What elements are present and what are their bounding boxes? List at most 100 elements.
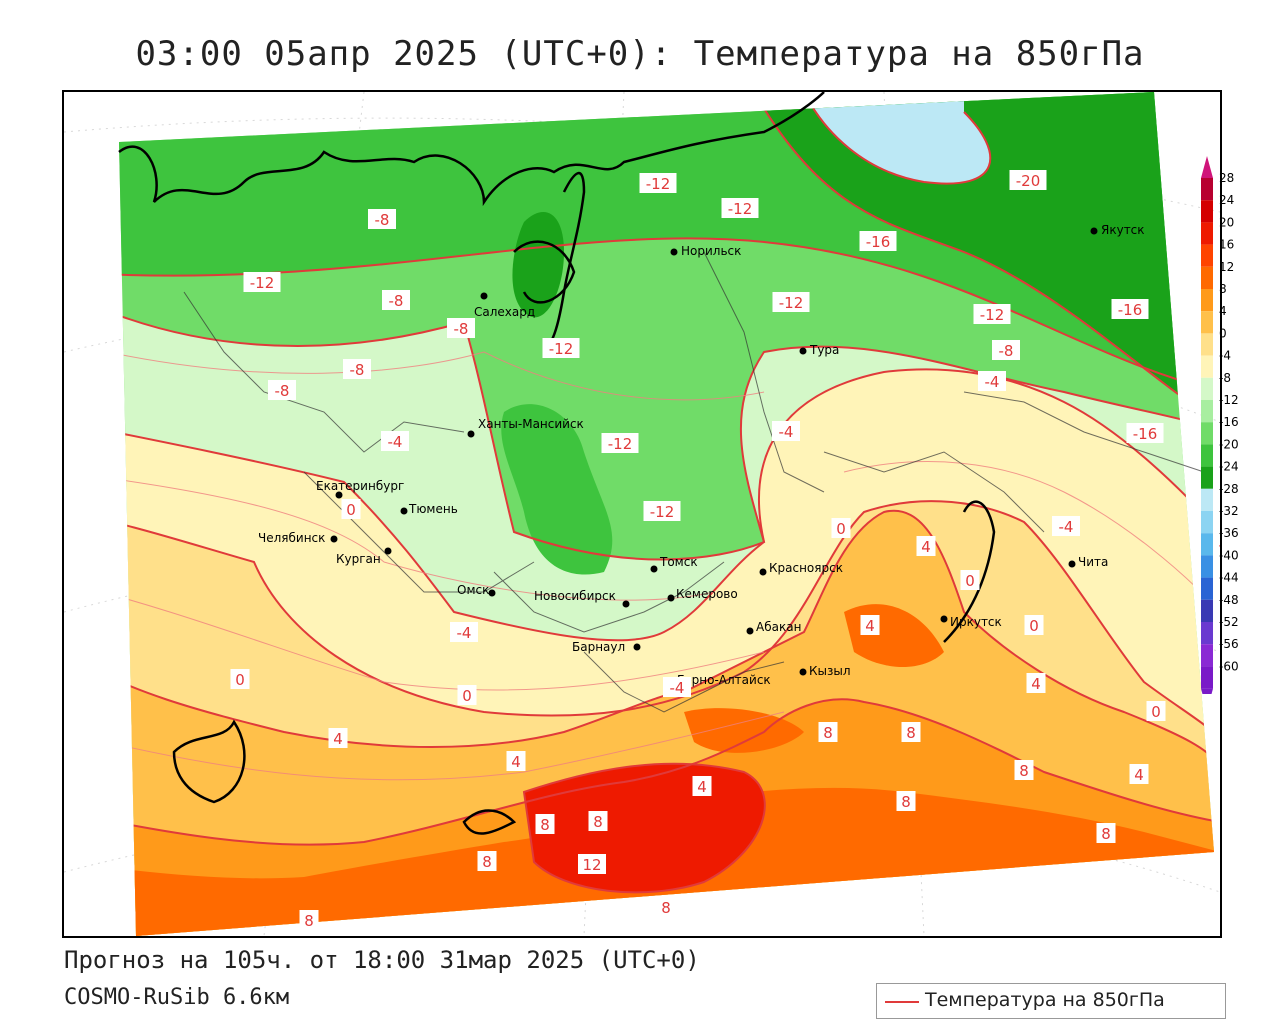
colorbar-swatch	[1201, 377, 1213, 400]
colorbar-swatch	[1201, 289, 1213, 312]
colorbar-tick-label: 16	[1219, 238, 1234, 252]
svg-text:Омск: Омск	[457, 583, 489, 597]
colorbar-swatch	[1201, 466, 1213, 489]
city-khanty-mansiysk[interactable]: Ханты-Мансийск	[467, 417, 584, 438]
isotherm-label: 4	[921, 538, 931, 556]
city-tura[interactable]: Тура	[799, 343, 840, 357]
isotherm-label-bg	[818, 722, 838, 742]
colorbar-swatch	[1201, 622, 1213, 645]
city-markers: Норильск Якутск Салехард Тура Ханты-Манс…	[258, 223, 1145, 688]
isotherm-label: -4	[388, 433, 403, 451]
city-tyumen[interactable]: Тюмень	[400, 502, 458, 516]
isotherm-label: -20	[1016, 172, 1041, 190]
city-krasnoyarsk[interactable]: Красноярск	[759, 561, 843, 576]
isotherm-label-bg	[328, 728, 348, 748]
colorbar-tick-label: -20	[1219, 437, 1239, 451]
isotherm-label-bg	[772, 421, 800, 441]
city-kurgan[interactable]: Курган	[336, 547, 392, 567]
isotherm-label: -12	[980, 306, 1005, 324]
isotherm-label-bg	[831, 518, 851, 538]
city-omsk[interactable]: Омск	[457, 583, 496, 597]
colorbar-tick-label: 8	[1219, 282, 1227, 296]
legend-label: Температура на 850гПа	[925, 989, 1165, 1011]
isotherm-label: 0	[1029, 617, 1039, 635]
svg-text:Абакан: Абакан	[756, 620, 801, 634]
isotherm-label-bg	[381, 431, 409, 451]
isotherm-label-bg	[1111, 299, 1149, 319]
isotherm-label: -8	[454, 320, 469, 338]
city-chelyabinsk[interactable]: Челябинск	[258, 531, 338, 545]
isotherm-label: -12	[608, 435, 633, 453]
svg-text:Ханты-Мансийск: Ханты-Мансийск	[478, 417, 584, 431]
isotherm-label: 4	[697, 778, 707, 796]
isotherm-label-bg	[721, 198, 759, 218]
isotherm-value-labels: -20 -16 -16 -12 -12 -12 -12 -12 -12 -12 -12 -16 -8 -8…	[230, 170, 1240, 930]
svg-text:Томск: Томск	[659, 555, 698, 569]
isotherm-label: -8	[999, 342, 1014, 360]
isotherm-label: 0	[235, 671, 245, 689]
isotherm-label: -12	[250, 274, 275, 292]
isotherm-label-bg	[916, 536, 936, 556]
city-kemerovo[interactable]: Кемерово	[667, 587, 738, 602]
colorbar-tick-label: -56	[1219, 637, 1239, 651]
isotherm-label-bg	[1024, 615, 1044, 635]
colorbar-tick-label: -52	[1219, 615, 1239, 629]
colorbar-tick-label: -44	[1219, 571, 1239, 585]
isotherm-label-bg	[368, 209, 396, 229]
isotherm-label: 0	[965, 572, 975, 590]
isotherm-label-bg	[973, 304, 1011, 324]
city-salekhard[interactable]: Салехард	[474, 292, 535, 320]
isotherm-label-bg	[656, 897, 676, 917]
colorbar-swatch	[1201, 355, 1213, 378]
isotherm-label: 4	[333, 730, 343, 748]
svg-text:Чита: Чита	[1078, 555, 1108, 569]
isotherm-label-bg	[450, 622, 478, 642]
colorbar-top-arrow	[1201, 156, 1213, 178]
svg-text:Иркутск: Иркутск	[950, 615, 1002, 629]
isotherm-label: 4	[1134, 766, 1144, 784]
svg-text:Норильск: Норильск	[681, 244, 741, 258]
city-norilsk[interactable]: Норильск	[670, 244, 742, 258]
isotherm-label-bg	[588, 811, 608, 831]
colorbar-tick-label: 28	[1219, 171, 1234, 185]
model-info: COSMO-RuSib 6.6км	[64, 985, 290, 1010]
isotherm-label-bg	[692, 776, 712, 796]
isotherm-label-bg	[1129, 764, 1149, 784]
svg-text:Тюмень: Тюмень	[408, 502, 458, 516]
isotherm-label-bg	[992, 340, 1020, 360]
isotherm-label-bg	[299, 910, 319, 930]
isotherm-label: 0	[462, 687, 472, 705]
city-barnaul[interactable]: Барнаул	[572, 640, 641, 654]
isotherm-label-bg	[535, 814, 555, 834]
svg-text:Екатеринбург: Екатеринбург	[316, 479, 404, 493]
coastline	[118, 91, 996, 835]
colorbar-tick-label: -36	[1219, 526, 1239, 540]
city-chita[interactable]: Чита	[1068, 555, 1109, 569]
isotherm-label-bg	[639, 173, 677, 193]
isotherm-label-bg	[243, 272, 281, 292]
isotherm-label: 4	[1031, 675, 1041, 693]
city-tomsk[interactable]: Томск	[650, 555, 698, 573]
map-legend: Температура на 850гПа	[876, 983, 1226, 1019]
city-yekaterinburg[interactable]: Екатеринбург	[316, 479, 404, 499]
isotherm-label-bg	[447, 318, 475, 338]
colorbar-swatch	[1201, 422, 1213, 445]
city-yakutsk[interactable]: Якутск	[1090, 223, 1145, 237]
temperature-map[interactable]: Норильск Якутск Салехард Тура Ханты-Манс…	[62, 90, 1240, 938]
colorbar-tick-label: -40	[1219, 548, 1239, 562]
isotherm-label-bg	[477, 851, 497, 871]
colorbar-tick-label: -16	[1219, 415, 1239, 429]
colorbar-tick-label: 20	[1219, 215, 1234, 229]
city-novosibirsk[interactable]: Новосибирск	[534, 589, 630, 608]
isotherm-label: 8	[1019, 762, 1029, 780]
isotherm-label: -12	[650, 503, 675, 521]
isotherm-label-bg	[1096, 823, 1116, 843]
colorbar-swatch	[1201, 178, 1213, 201]
city-kyzyl[interactable]: Кызыл	[799, 664, 851, 678]
isotherm-label: 0	[1151, 703, 1161, 721]
colorbar-tick-label: -28	[1219, 482, 1239, 496]
isotherm-label-bg	[268, 380, 296, 400]
isotherm-label: -4	[985, 373, 1000, 391]
city-abakan[interactable]: Абакан	[746, 620, 802, 635]
city-irkutsk[interactable]: Иркутск	[940, 615, 1002, 629]
